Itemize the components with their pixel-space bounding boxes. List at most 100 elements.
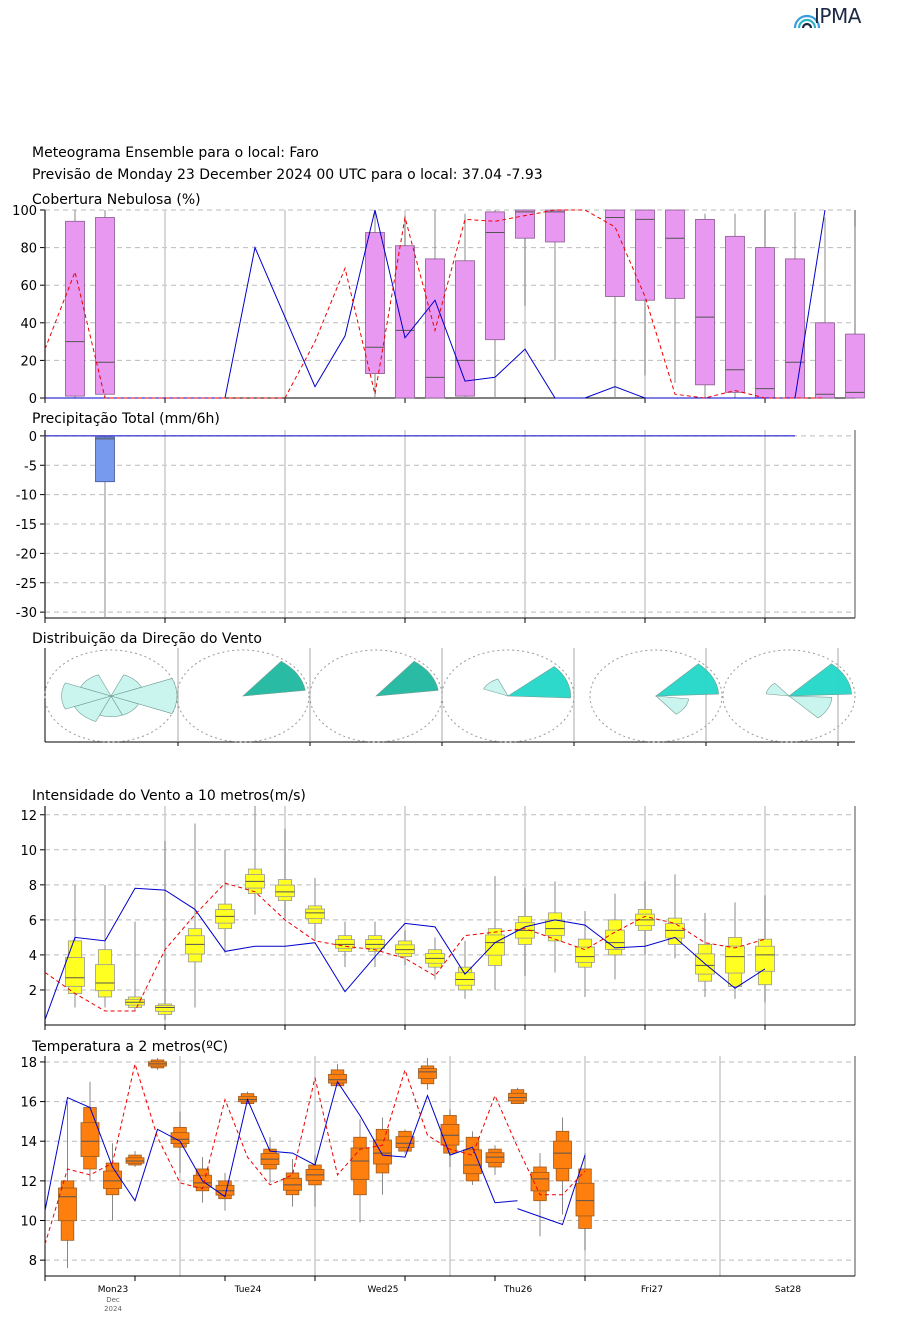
wind-rose-circle — [589, 649, 723, 743]
temp-box-core — [463, 1149, 482, 1175]
x-day-label: Wed25 — [367, 1285, 398, 1295]
temp-box-core — [508, 1092, 527, 1102]
precip-ytick-label: 0 — [29, 430, 37, 445]
wind-direction-panel: Distribuição da Direção do Vento — [32, 631, 856, 746]
wind-rose-petal — [109, 678, 178, 714]
wind-ytick-label: 10 — [20, 844, 37, 859]
wind-rose-petal — [73, 695, 112, 722]
wind-rose-petal — [242, 660, 306, 697]
wind-rose-petal — [375, 660, 439, 697]
temp-panel: Temperatura a 2 metros(ºC) 8 10 12 14 16 18 — [20, 1039, 856, 1281]
temp-ytick-label: 16 — [20, 1096, 37, 1111]
cloud-ytick-label: 20 — [20, 354, 37, 369]
wind-box-core — [575, 946, 595, 963]
cloud-box — [95, 217, 115, 395]
temp-box-core — [530, 1171, 550, 1192]
wind-box-core — [755, 945, 775, 972]
x-day-label: Sat28 — [775, 1285, 801, 1295]
cloud-ytick-label: 60 — [20, 279, 37, 294]
cloud-box — [365, 232, 385, 374]
cloud-box — [65, 220, 85, 397]
wind-rose-petal — [788, 663, 852, 697]
temp-control-line — [517, 1154, 586, 1226]
x-day-label: Fri27 — [641, 1285, 663, 1295]
wind-box-core — [275, 884, 295, 898]
cloud-ytick-label: 100 — [12, 204, 37, 219]
wind-rose-petal — [788, 695, 833, 719]
ipma-logo-text: IPMA — [814, 4, 861, 28]
cloud-box — [485, 211, 505, 341]
cloud-box — [665, 209, 685, 299]
temp-box-core — [103, 1170, 122, 1189]
wind-box-core — [485, 934, 505, 956]
cloud-box — [635, 209, 655, 301]
precip-ytick-label: -15 — [16, 518, 37, 533]
temp-box-core — [170, 1132, 190, 1145]
wind-rose-petal — [655, 663, 719, 697]
x-day-label: Mon23 — [98, 1285, 128, 1295]
temp-box-core — [215, 1184, 235, 1196]
wind-ytick-label: 8 — [29, 879, 37, 894]
cloud-box — [545, 209, 565, 243]
wind-rose-petal — [483, 678, 509, 697]
cloud-box — [695, 218, 715, 386]
temp-ytick-label: 14 — [20, 1135, 37, 1150]
wind-dir-title: Distribuição da Direção do Vento — [32, 631, 262, 647]
wind-panel: Intensidade do Vento a 10 metros(m/s) 2 4 6… — [20, 788, 856, 1030]
wind-ytick-label: 4 — [29, 949, 37, 964]
cloud-ytick-label: 0 — [29, 392, 37, 407]
wind-box-core — [305, 908, 325, 920]
cloud-box — [815, 322, 835, 399]
meteogram-subtitle: Previsão de Monday 23 December 2024 00 U… — [32, 167, 543, 183]
wind-rose-circle — [722, 649, 856, 743]
x-month-label: Dec — [106, 1296, 120, 1304]
temp-box-core — [373, 1139, 392, 1165]
wind-rose-petal — [110, 674, 142, 697]
wind-box-core — [545, 919, 565, 936]
wind-control-line — [44, 887, 766, 1020]
wind-rose-petal — [99, 695, 123, 718]
wind-ytick-label: 12 — [20, 809, 37, 824]
meteogram-title: Meteograma Ensemble para o local: Faro — [32, 145, 319, 161]
wind-rose-petal — [61, 682, 113, 710]
temp-ytick-label: 12 — [20, 1175, 37, 1190]
wind-rose-petal — [80, 674, 112, 697]
temp-mean-line — [44, 1061, 586, 1245]
wind-rose-petal — [110, 695, 139, 716]
wind-rose-circle — [309, 649, 443, 743]
wind-box-core — [155, 1005, 175, 1012]
precip-ytick-label: -5 — [24, 459, 37, 474]
precip-title: Precipitação Total (mm/6h) — [32, 411, 220, 427]
temp-box-core — [485, 1152, 505, 1163]
wind-rose-circle — [176, 649, 310, 743]
wind-box-core — [605, 929, 625, 950]
cloud-box — [515, 209, 535, 239]
precip-ytick-label: -25 — [16, 577, 37, 592]
x-year-label: 2024 — [104, 1305, 122, 1313]
temp-box-core — [440, 1123, 460, 1146]
precip-ytick-label: -10 — [16, 489, 37, 504]
wind-rose-petal — [655, 695, 690, 715]
wind-rose-circle — [441, 649, 575, 743]
cloud-box — [755, 247, 775, 399]
temp-box-core — [575, 1182, 595, 1217]
cloud-box — [785, 258, 805, 399]
cloud-title: Cobertura Nebulosa (%) — [32, 192, 201, 208]
precip-ytick-label: -30 — [16, 606, 37, 621]
wind-box-core — [65, 957, 85, 987]
temp-box-core — [418, 1068, 437, 1079]
temp-box-core — [80, 1122, 100, 1157]
wind-mean-line — [44, 882, 766, 1012]
temp-ytick-label: 18 — [20, 1056, 37, 1071]
precip-ytick-label: -20 — [16, 547, 37, 562]
temp-box-core — [58, 1187, 77, 1222]
wind-box-core — [725, 945, 745, 974]
temp-ytick-label: 8 — [29, 1254, 37, 1269]
wind-box-core — [95, 964, 115, 992]
precip-panel: Precipitação Total (mm/6h) 0 -5 -10 -15 -20 -2… — [16, 411, 856, 623]
cloud-box — [395, 245, 415, 399]
cloud-box — [605, 209, 625, 297]
wind-rose-petal — [765, 682, 790, 697]
temp-control-line — [44, 1080, 518, 1211]
